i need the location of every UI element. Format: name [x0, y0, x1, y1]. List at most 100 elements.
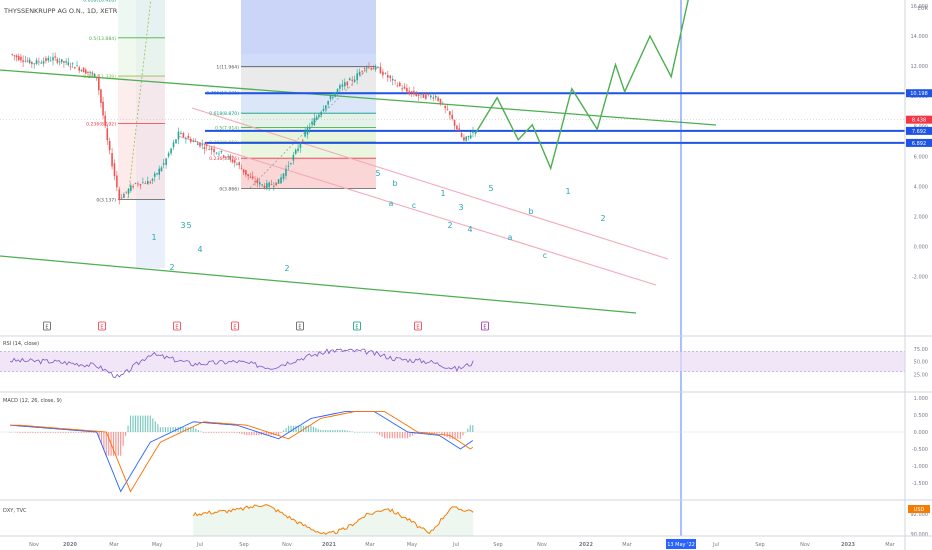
macd-histogram-bar — [356, 432, 358, 433]
wave-label: 5 — [375, 169, 380, 178]
pink-channel-upper[interactable] — [191, 107, 669, 260]
macd-histogram-bar — [228, 432, 230, 433]
rsi-tick-label: 50.00 — [914, 360, 928, 366]
macd-histogram-bar — [265, 432, 267, 436]
channel-upper-line[interactable] — [0, 69, 717, 126]
candle-body — [153, 173, 156, 177]
macd-tick-label: 0.500 — [914, 413, 928, 419]
time-tick-label: 2022 — [579, 542, 593, 548]
candle-body — [80, 70, 83, 71]
candle-body — [185, 138, 187, 140]
earnings-event-badge[interactable] — [231, 321, 239, 331]
macd-histogram-bar — [88, 432, 90, 433]
earnings-event-badge[interactable] — [296, 321, 304, 331]
candle-body — [199, 142, 201, 147]
candle-body — [151, 178, 154, 181]
wave-label: c — [543, 251, 547, 260]
candle-body — [249, 176, 252, 178]
macd-histogram-bar — [90, 432, 93, 433]
price-tick-label: -2.000 — [912, 275, 928, 281]
macd-histogram-bar — [248, 432, 250, 436]
price-marker-label: 10.198 — [910, 91, 928, 97]
candle-body — [58, 61, 61, 63]
projection-path[interactable] — [474, 0, 689, 171]
candle-body — [299, 144, 302, 148]
macd-histogram-bar — [167, 427, 169, 432]
dxy-area — [193, 504, 474, 536]
candle-body — [205, 144, 208, 146]
macd-histogram-bar — [67, 432, 70, 433]
crosshair-date-label: 13 May '22 — [667, 542, 695, 548]
macd-histogram-bar — [401, 432, 404, 439]
fib-zone — [118, 76, 165, 124]
earnings-event-badge[interactable] — [98, 321, 106, 331]
candle-body — [322, 108, 325, 111]
time-tick-label: Nov — [282, 542, 292, 548]
macd-histogram-bar — [233, 432, 236, 433]
macd-histogram-bar — [172, 427, 174, 432]
candle-body — [222, 155, 225, 157]
candle-body — [93, 73, 96, 77]
channel-lower-line[interactable] — [0, 255, 637, 314]
time-tick-label: 2021 — [322, 542, 336, 548]
macd-histogram-bar — [125, 432, 127, 436]
candle-body — [69, 66, 72, 68]
chart-title: THYSSENKRUPP AG O.N., 1D, XETR — [3, 7, 118, 15]
macd-histogram-bar — [315, 427, 317, 432]
macd-histogram-bar — [472, 425, 474, 432]
candle-body — [427, 93, 430, 95]
fib-level-label: 0.236(8.192) — [86, 121, 116, 127]
pink-channel-lower[interactable] — [177, 135, 657, 286]
candle-body — [192, 141, 195, 142]
candle-body — [467, 135, 470, 138]
earnings-event-badge[interactable] — [43, 321, 51, 331]
dxy-line — [192, 504, 474, 535]
candle-body — [165, 158, 167, 166]
macd-histogram-bar — [384, 432, 386, 439]
macd-histogram-bar — [404, 432, 406, 439]
macd-histogram-bar — [329, 430, 331, 432]
macd-signal-line — [10, 411, 474, 493]
macd-histogram-bar — [462, 432, 464, 436]
rsi-line — [9, 348, 474, 379]
earnings-event-letter: E — [355, 325, 358, 331]
candle-body — [76, 65, 78, 67]
wave-label: 2 — [447, 221, 452, 230]
fib-zone — [118, 123, 165, 200]
time-tick-label: Mar — [622, 542, 632, 548]
candle-body — [108, 141, 111, 151]
macd-histogram-bar — [112, 432, 115, 456]
earnings-event-badge[interactable] — [414, 321, 422, 331]
earnings-event-badge[interactable] — [481, 321, 489, 331]
macd-histogram-bar — [154, 421, 156, 432]
candle-body — [218, 153, 220, 155]
candle-body — [456, 125, 458, 130]
macd-histogram-bar — [443, 432, 446, 436]
candle-body — [127, 188, 130, 194]
candle-body — [63, 61, 65, 63]
macd-histogram-bar — [39, 432, 41, 433]
candle-body — [172, 142, 175, 148]
price-marker-box — [906, 138, 932, 147]
macd-histogram-bar — [317, 428, 319, 432]
candle-body — [229, 155, 232, 159]
earnings-event-badge[interactable] — [173, 321, 181, 331]
macd-histogram-bar — [236, 432, 238, 433]
macd-histogram-bar — [354, 432, 356, 433]
candle-body — [24, 60, 27, 62]
macd-histogram-bar — [139, 415, 142, 432]
macd-histogram-bar — [197, 430, 200, 432]
candle-body — [194, 140, 197, 142]
macd-histogram-bar — [441, 432, 443, 435]
candle-body — [132, 185, 134, 188]
candle-body — [361, 70, 363, 72]
macd-histogram-bar — [169, 427, 172, 432]
earnings-event-badge[interactable] — [353, 321, 361, 331]
candle-body — [60, 59, 63, 63]
candle-body — [31, 61, 33, 65]
macd-histogram-bar — [127, 425, 129, 432]
candle-body — [256, 179, 259, 184]
candle-body — [290, 163, 292, 164]
candle-body — [49, 60, 52, 62]
